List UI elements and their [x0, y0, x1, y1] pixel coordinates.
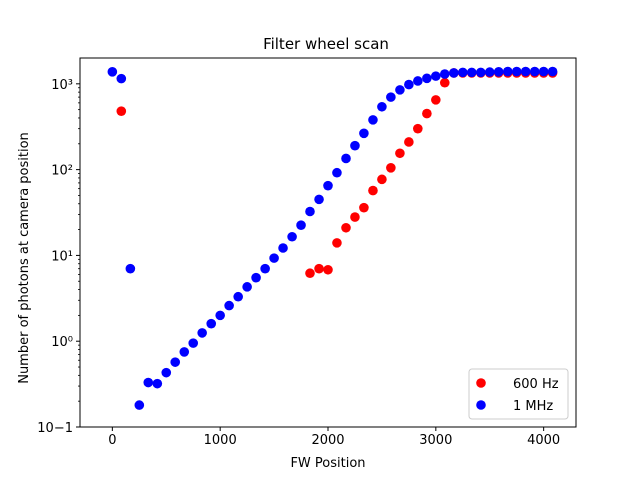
legend-marker — [476, 400, 486, 410]
data-point — [368, 115, 378, 125]
data-point — [314, 263, 324, 274]
data-point — [107, 67, 118, 77]
data-point — [395, 85, 405, 95]
data-point — [179, 347, 190, 357]
data-point — [449, 68, 459, 78]
legend-label: 1 MHz — [513, 399, 553, 414]
data-point — [116, 106, 127, 116]
data-point — [161, 367, 172, 378]
data-point — [439, 69, 450, 79]
x-tick-label: 2000 — [311, 433, 344, 448]
y-axis-label: Number of photons at camera position — [17, 132, 32, 384]
data-point — [305, 206, 315, 217]
data-point — [359, 128, 369, 139]
y-tick-label: 10−1 — [37, 421, 73, 436]
data-point — [314, 194, 324, 205]
data-point — [538, 66, 549, 77]
data-point — [143, 377, 154, 388]
data-point — [422, 108, 432, 119]
data-point — [197, 328, 207, 338]
data-point — [251, 272, 261, 283]
data-point — [215, 310, 225, 321]
data-point — [323, 264, 333, 275]
legend-box — [468, 368, 569, 420]
legend-marker — [476, 378, 486, 388]
data-point — [323, 180, 333, 191]
data-point — [547, 66, 558, 77]
series-1-mhz — [107, 66, 558, 410]
data-point — [134, 400, 145, 410]
data-point — [350, 140, 360, 151]
data-point — [368, 185, 378, 196]
y-tick-label: 10² — [51, 164, 73, 179]
plot-area: 0 1000 2000 3000 4000 10−1 10⁰ 10¹ 10² 10³ — [37, 57, 577, 448]
data-point — [152, 378, 163, 389]
data-point — [520, 66, 531, 77]
legend-label: 600 Hz — [513, 377, 559, 392]
data-point — [529, 66, 540, 77]
data-point — [116, 73, 127, 84]
data-point — [386, 163, 396, 173]
data-point — [404, 79, 414, 90]
data-point — [431, 95, 441, 105]
data-point — [278, 243, 288, 253]
data-point — [493, 67, 504, 77]
data-point — [170, 357, 181, 367]
data-point — [341, 153, 351, 164]
data-point — [269, 253, 279, 263]
data-point — [341, 222, 351, 233]
data-point — [296, 220, 306, 230]
data-point — [484, 67, 495, 77]
data-point — [125, 263, 136, 274]
data-point — [404, 137, 414, 147]
data-point — [502, 66, 513, 77]
x-tick-label: 3000 — [419, 433, 452, 448]
data-point — [377, 101, 387, 112]
data-point — [188, 338, 199, 348]
data-point — [332, 238, 342, 248]
chart-title: Filter wheel scan — [263, 35, 389, 53]
data-point — [395, 148, 405, 159]
data-point — [287, 231, 297, 242]
x-tick-label: 0 — [108, 433, 116, 448]
data-point — [206, 318, 217, 329]
y-tick-label: 10⁰ — [51, 335, 73, 350]
data-point — [466, 67, 477, 78]
data-point — [332, 167, 342, 178]
data-point — [457, 67, 468, 78]
data-point — [359, 202, 369, 213]
plot-frame — [79, 57, 577, 428]
data-point — [422, 73, 432, 84]
data-point — [260, 263, 270, 274]
data-point — [305, 268, 315, 279]
y-tick-label: 10³ — [51, 78, 73, 93]
y-tick-label: 10¹ — [51, 249, 73, 264]
data-point — [511, 66, 522, 77]
data-point — [431, 71, 441, 81]
data-point — [386, 92, 396, 102]
data-point — [413, 123, 423, 134]
legend: 600 Hz 1 MHz — [468, 368, 569, 420]
data-point — [439, 77, 450, 88]
x-tick-label: 4000 — [527, 433, 560, 448]
x-tick-label: 1000 — [204, 433, 237, 448]
data-point — [377, 174, 387, 185]
x-axis-label: FW Position — [290, 456, 365, 471]
data-point — [224, 300, 234, 311]
data-point — [350, 212, 360, 222]
data-point — [242, 282, 252, 292]
data-point — [233, 291, 243, 302]
data-point — [413, 76, 423, 86]
data-point — [475, 67, 486, 78]
